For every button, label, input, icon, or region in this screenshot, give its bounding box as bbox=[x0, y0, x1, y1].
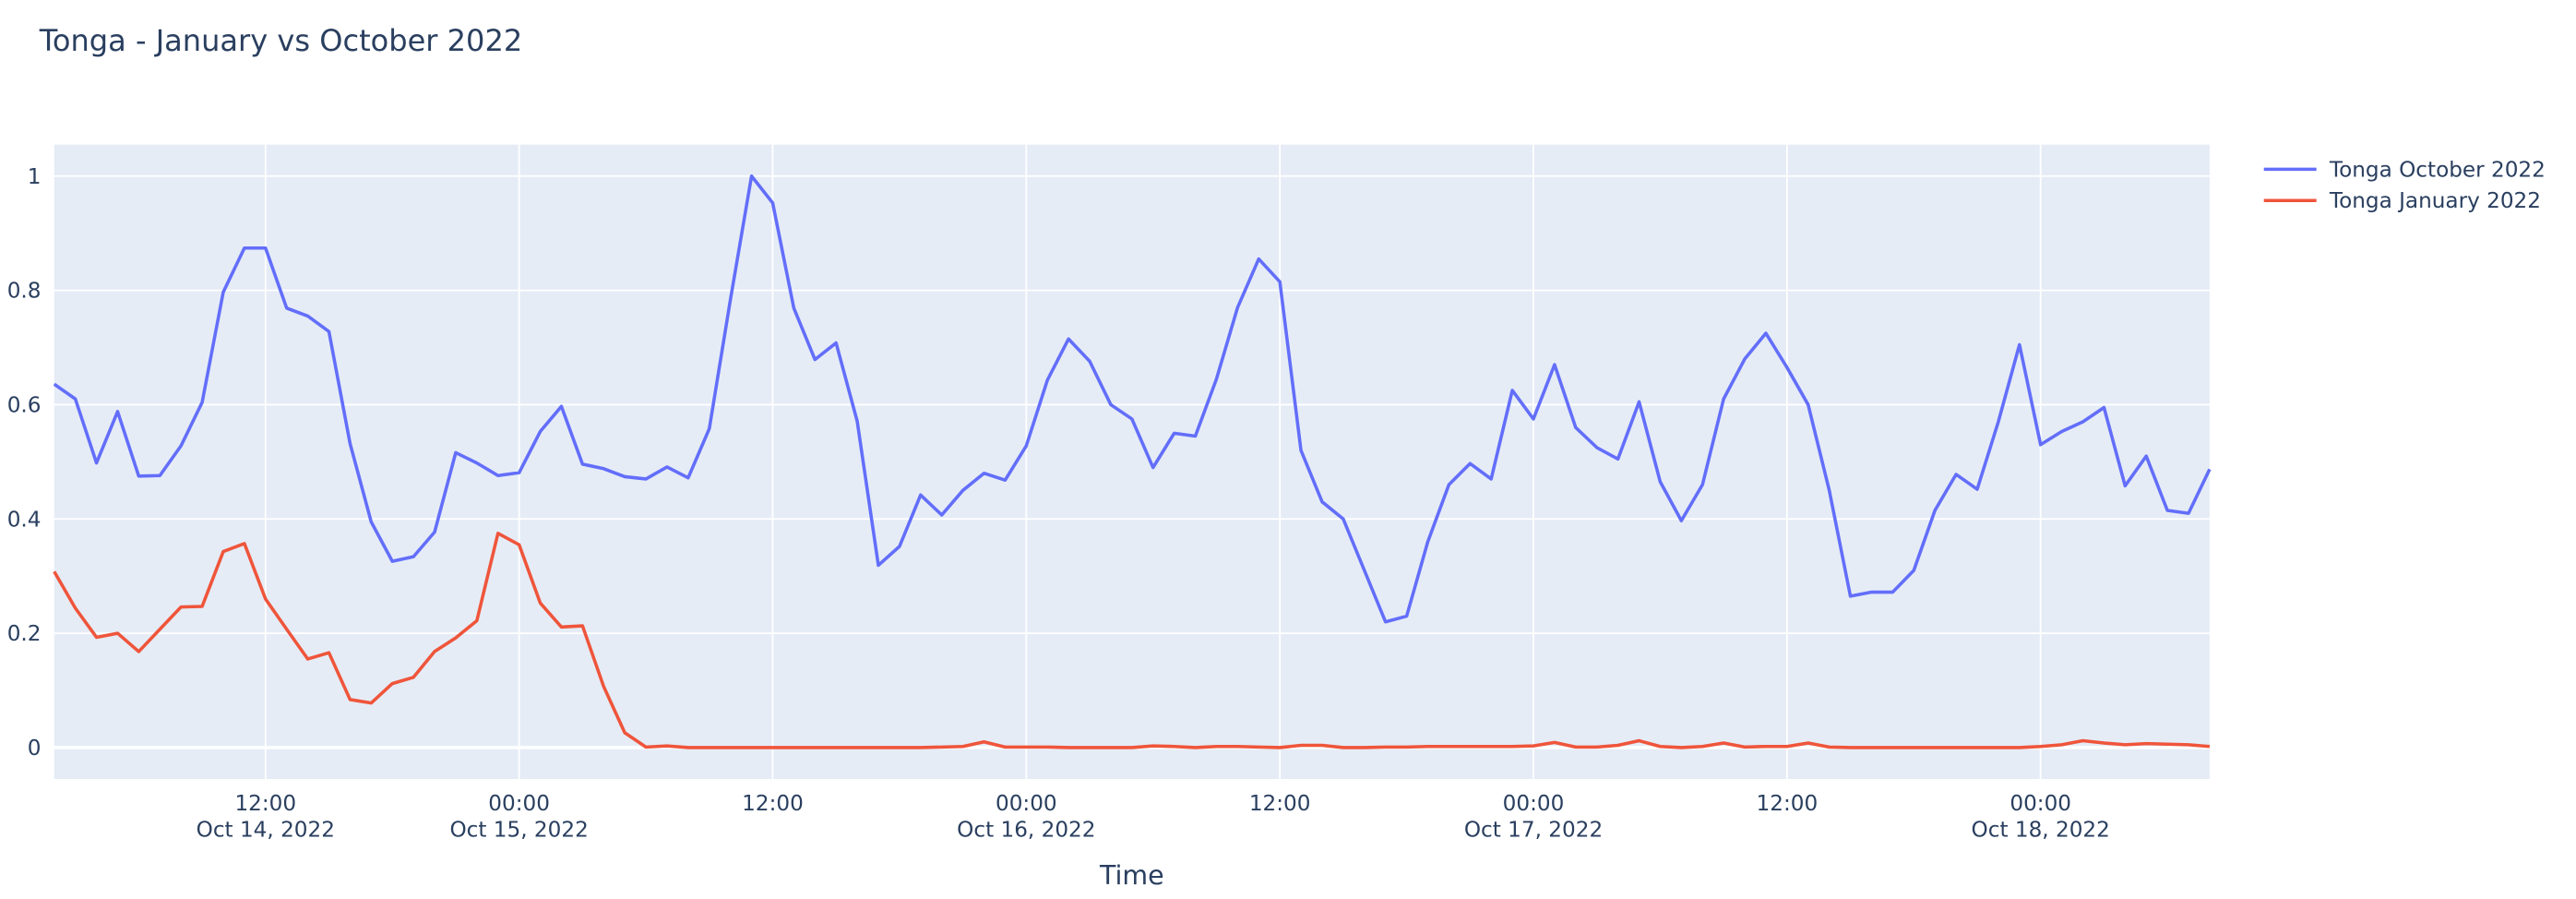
legend-item[interactable]: Tonga January 2022 bbox=[2263, 189, 2541, 213]
legend-item[interactable]: Tonga October 2022 bbox=[2263, 158, 2546, 182]
y-tick-label: 0 bbox=[28, 737, 42, 761]
legend-label: Tonga January 2022 bbox=[2329, 189, 2541, 213]
x-tick-label: 00:00 bbox=[996, 792, 1057, 816]
x-tick-label: 12:00 bbox=[234, 792, 296, 816]
legend[interactable]: Tonga October 2022 Tonga January 2022 bbox=[2263, 158, 2546, 213]
series-line-tonga-january-2022 bbox=[53, 531, 2211, 749]
x-tick-date-label: Oct 18, 2022 bbox=[1972, 818, 2110, 842]
x-tick-label: 00:00 bbox=[2010, 792, 2071, 816]
x-tick-label: 00:00 bbox=[488, 792, 550, 816]
y-tick-label: 0.2 bbox=[7, 622, 42, 646]
series-lines bbox=[53, 174, 2212, 749]
y-tick-label: 0.6 bbox=[7, 393, 42, 417]
x-axis-title: Time bbox=[1099, 860, 1164, 891]
x-tick-date-label: Oct 16, 2022 bbox=[957, 818, 1095, 842]
legend-label: Tonga October 2022 bbox=[2329, 158, 2546, 182]
y-tick-label: 0.4 bbox=[7, 508, 42, 532]
y-axis-ticks: 0 0.2 0.4 0.6 0.8 1 bbox=[7, 165, 42, 761]
x-tick-date-label: Oct 17, 2022 bbox=[1464, 818, 1603, 842]
x-tick-date-label: Oct 14, 2022 bbox=[197, 818, 335, 842]
y-tick-label: 0.8 bbox=[7, 280, 42, 304]
x-tick-label: 12:00 bbox=[1249, 792, 1311, 816]
x-tick-label: 12:00 bbox=[742, 792, 804, 816]
x-tick-label: 12:00 bbox=[1757, 792, 1819, 816]
chart-title: Tonga - January vs October 2022 bbox=[39, 23, 522, 58]
y-tick-label: 1 bbox=[28, 165, 42, 189]
plot-area bbox=[54, 144, 2210, 780]
x-tick-label: 00:00 bbox=[1503, 792, 1565, 816]
x-tick-date-label: Oct 15, 2022 bbox=[449, 818, 588, 842]
series-line-tonga-october-2022 bbox=[53, 174, 2212, 624]
gridlines bbox=[54, 144, 2210, 780]
